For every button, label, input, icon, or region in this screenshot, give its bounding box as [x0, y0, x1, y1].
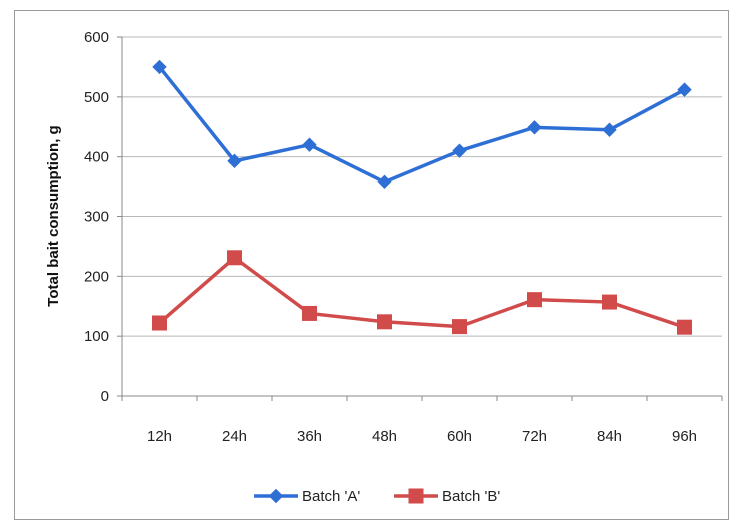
legend: Batch 'A' Batch 'B'	[254, 488, 500, 505]
legend-item: Batch 'A'	[254, 488, 360, 505]
data-point	[602, 294, 617, 310]
y-tick-label: 500	[84, 89, 109, 106]
data-point	[602, 122, 617, 137]
x-tick-label: 48h	[372, 428, 397, 445]
gridlines	[122, 36, 722, 337]
legend-item: Batch 'B'	[394, 488, 500, 505]
chart-frame	[14, 10, 729, 520]
data-point	[452, 143, 467, 158]
data-point	[377, 314, 392, 330]
axes	[117, 36, 723, 401]
legend-marker	[408, 488, 424, 504]
y-tick-label: 400	[84, 149, 109, 166]
x-tick-label: 12h	[147, 428, 172, 445]
data-point	[302, 137, 317, 152]
x-tick-label: 24h	[222, 428, 247, 445]
x-tick-labels: 12h 24h 36h 48h 60h 72h 84h 96h	[147, 428, 697, 445]
x-tick-label: 72h	[522, 428, 547, 445]
data-point	[152, 315, 167, 331]
x-tick-label: 84h	[597, 428, 622, 445]
y-tick-label: 0	[101, 388, 109, 405]
series-batch-a	[152, 59, 692, 190]
y-tick-label: 200	[84, 268, 109, 285]
data-point	[677, 319, 692, 335]
x-tick-label: 60h	[447, 428, 472, 445]
legend-label: Batch 'B'	[442, 488, 500, 505]
data-point	[677, 82, 692, 97]
x-tick-label: 36h	[297, 428, 322, 445]
series-batch-b	[152, 250, 692, 335]
data-point	[527, 292, 542, 308]
legend-marker	[268, 488, 284, 504]
data-point	[377, 174, 392, 190]
y-tick-label: 100	[84, 328, 109, 345]
series-layer	[152, 59, 692, 335]
y-tick-labels: 0 100 200 300 400 500 600	[84, 29, 109, 405]
data-point	[227, 153, 242, 169]
y-tick-label: 600	[84, 29, 109, 46]
y-tick-label: 300	[84, 209, 109, 226]
data-point	[152, 59, 167, 75]
x-tick-label: 96h	[672, 428, 697, 445]
data-point	[302, 305, 317, 321]
legend-label: Batch 'A'	[302, 488, 360, 505]
data-point	[452, 319, 467, 335]
y-axis-title: Total bait consumption, g	[45, 125, 62, 306]
data-point	[527, 120, 542, 135]
data-point	[227, 250, 242, 266]
series-line	[158, 65, 686, 184]
series-line	[158, 256, 686, 329]
